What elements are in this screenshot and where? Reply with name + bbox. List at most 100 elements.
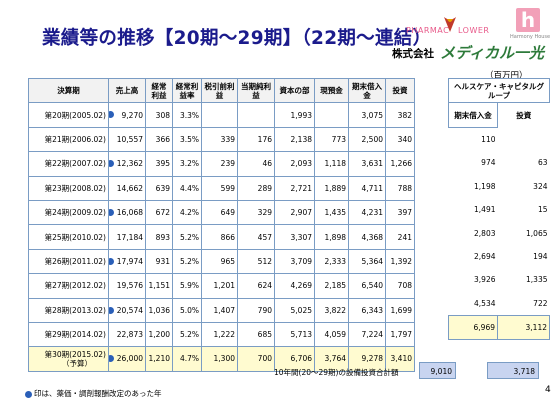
cell-pretax-profit: 965	[201, 248, 238, 275]
cell-pretax-profit: 1,300	[201, 346, 238, 372]
col-header-sales: 売上高	[108, 77, 146, 104]
cell-equity: 3,307	[274, 224, 315, 250]
cell-investment: 340	[385, 126, 415, 153]
cell-net-profit: 790	[237, 297, 275, 323]
group-cell-investment: 324	[533, 181, 548, 191]
cell-value: 17,974	[116, 256, 143, 266]
table-row: 第30期(2015.02) （予算） 26,000 1,210 4.7% 1,300 700…	[28, 346, 415, 372]
cell-equity: 6,706	[274, 346, 315, 372]
group-investment-total-value: 3,718	[487, 362, 539, 379]
page-title: 業績等の推移【20期～29期】（22期～連結）	[42, 28, 432, 49]
cell-ordinary-profit: 1,210	[145, 346, 173, 372]
cell-net-profit: 176	[237, 126, 275, 153]
table-row: 第29期(2014.02) 22,873 1,200 5.2% 1,222 685 5,71…	[28, 321, 415, 348]
cell-net-profit	[237, 102, 275, 128]
group-cell-investment: 194	[533, 251, 548, 261]
cell-cash: 1,889	[314, 175, 349, 201]
revision-marker-icon	[109, 111, 114, 119]
table-row: 第21期(2006.02) 10,557 366 3.5% 339 176 2,138 773…	[28, 126, 415, 153]
table-row: 第27期(2012.02) 19,576 1,151 5.9% 1,201 624 4,26…	[28, 273, 415, 299]
cell-cash: 1,435	[314, 199, 349, 226]
period-cell: 第26期(2011.02)	[28, 248, 109, 275]
table-row: 第23期(2008.02) 14,662 639 4.4% 599 289 2,721 1,8…	[28, 175, 415, 201]
cell-ordinary-profit: 1,036	[145, 297, 173, 323]
cell-borrowings: 5,364	[348, 248, 386, 275]
period-cell: 第27期(2012.02)	[28, 273, 109, 299]
cell-pretax-profit: 339	[201, 126, 238, 153]
flower-leaf-icon	[444, 17, 456, 32]
period-cell: 第30期(2015.02) （予算）	[28, 346, 109, 372]
cell-cash: 2,185	[314, 273, 349, 299]
cell-cash: 1,898	[314, 224, 349, 250]
cell-sales: 14,662	[108, 175, 146, 201]
period-label: 第29期(2014.02)	[44, 330, 106, 340]
period-cell: 第20期(2005.02)	[28, 102, 109, 128]
cell-net-profit: 685	[237, 321, 275, 348]
group-row: 4,534 722	[449, 292, 550, 316]
cell-pretax-profit: 866	[201, 224, 238, 250]
cell-sales: 20,574	[108, 297, 146, 323]
cell-borrowings: 2,500	[348, 126, 386, 153]
cell-value: 12,362	[116, 159, 143, 169]
group-row: 974 63	[449, 151, 550, 174]
cell-cash: 3,764	[314, 346, 349, 372]
cell-investment: 382	[385, 102, 415, 128]
period-label: 第20期(2005.02)	[44, 110, 106, 120]
table-row: 第26期(2011.02) 17,974 931 5.2% 965 512 3,709 2,3…	[28, 248, 415, 275]
group-cell-borrowings: 4,534	[474, 298, 496, 308]
cell-ordinary-profit: 931	[145, 248, 173, 275]
group-cell-borrowings: 1,198	[474, 181, 496, 191]
investment-total-value: 9,010	[419, 362, 456, 379]
group-col-investment: 投資	[516, 110, 532, 120]
cell-net-profit: 46	[237, 151, 275, 177]
cell-ordinary-profit: 672	[145, 199, 173, 226]
revision-marker-icon	[109, 160, 114, 168]
period-label: 第24期(2009.02)	[44, 208, 106, 218]
cell-borrowings: 3,631	[348, 151, 386, 177]
group-cell-investment: 3,112	[497, 314, 550, 341]
harmony-house-logo-icon: h	[516, 8, 540, 32]
col-header-ordinary-profit: 経常利益	[145, 77, 173, 104]
table-row: 第25期(2010.02) 17,184 893 5.2% 866 457 3,307 1,8…	[28, 224, 415, 250]
cell-ordinary-profit: 366	[145, 126, 173, 153]
performance-table: 決算期 売上高 経常利益 経常利益率 税引前利益 当期純利益 資本の部 現預金 …	[28, 77, 415, 372]
group-cell-investment: 1,335	[526, 275, 548, 285]
cell-ordinary-margin: 5.2%	[172, 321, 202, 348]
table-row: 第22期(2007.02) 12,362 395 3.2% 239 46 2,093 1,11…	[28, 151, 415, 177]
revision-marker-icon	[109, 257, 114, 265]
cell-equity: 5,713	[274, 321, 315, 348]
cell-net-profit: 512	[237, 248, 275, 275]
cell-equity: 4,269	[274, 273, 315, 299]
group-title: ヘルスケア・キャピタルグループ	[448, 77, 550, 104]
cell-cash: 1,118	[314, 151, 349, 177]
group-row: 2,694 194	[449, 245, 550, 268]
cell-ordinary-profit: 308	[145, 102, 173, 128]
cell-ordinary-margin: 3.2%	[172, 151, 202, 177]
period-cell: 第24期(2009.02)	[28, 199, 109, 226]
group-row: 3,926 1,335	[449, 268, 550, 291]
cell-cash: 3,822	[314, 297, 349, 323]
cell-net-profit: 624	[237, 273, 275, 299]
period-cell: 第21期(2006.02)	[28, 126, 109, 153]
col-header-net-profit: 当期純利益	[237, 77, 275, 104]
cell-equity: 3,709	[274, 248, 315, 275]
table-row: 第24期(2009.02) 16,068 672 4.2% 649 329 2,907 1,4…	[28, 199, 415, 226]
cell-investment: 788	[385, 175, 415, 201]
cell-borrowings: 9,278	[348, 346, 386, 372]
cell-sales: 17,184	[108, 224, 146, 250]
group-row: 1,198 324	[449, 175, 550, 198]
cell-value: 26,000	[116, 354, 143, 364]
cell-borrowings: 4,368	[348, 224, 386, 250]
company-logo: PHARMAC LOWER h Harmony House 株式会社 メディカル…	[392, 4, 558, 62]
cell-investment: 397	[385, 199, 415, 226]
table-row: 第20期(2005.02) 9,270 308 3.3% 1,993 3,075 382	[28, 102, 415, 128]
unit-label: （百万円）	[485, 71, 528, 81]
period-label: 第27期(2012.02)	[44, 281, 106, 291]
cell-sales: 22,873	[108, 321, 146, 348]
cell-borrowings: 3,075	[348, 102, 386, 128]
cell-pretax-profit: 599	[201, 175, 238, 201]
cell-investment: 241	[385, 224, 415, 250]
cell-net-profit: 700	[237, 346, 275, 372]
group-cell-borrowings: 3,926	[474, 275, 496, 285]
col-header-ordinary-margin: 経常利益率	[172, 77, 202, 104]
